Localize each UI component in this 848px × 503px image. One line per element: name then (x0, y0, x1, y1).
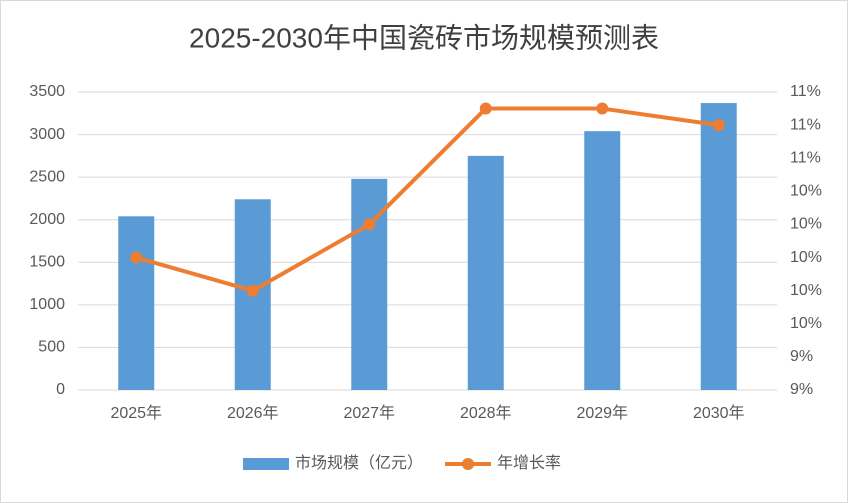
y2-tick-label: 11% (790, 116, 821, 133)
y2-tick-label: 11% (790, 149, 821, 166)
bar (467, 155, 504, 390)
line (135, 106, 720, 293)
x-tick-label: 2029年 (576, 404, 628, 422)
bar (700, 103, 737, 390)
bar (118, 216, 155, 390)
x-tick-label: 2030年 (693, 404, 745, 422)
legend-swatch (243, 458, 289, 470)
y-tick-label: 3500 (29, 83, 65, 100)
legend-label: 市场规模（亿元） (295, 454, 423, 472)
y-tick-label: 2500 (29, 168, 65, 185)
y-tick-label: 3000 (29, 126, 65, 143)
legend-label: 年增长率 (497, 454, 561, 472)
y-tick-label: 1000 (29, 296, 65, 313)
line-marker (130, 251, 143, 264)
chart-title: 2025-2030年中国瓷砖市场规模预测表 (189, 22, 659, 53)
y2-tick-label: 10% (790, 249, 822, 266)
y2-tick-label: 9% (790, 381, 813, 398)
line-marker (479, 102, 492, 115)
line-marker (363, 218, 376, 231)
y-tick-label: 0 (56, 381, 65, 398)
y2-tick-label: 10% (790, 282, 822, 299)
y-tick-label: 1500 (29, 254, 65, 271)
y-tick-label: 2000 (29, 211, 65, 228)
x-tick-label: 2028年 (460, 404, 512, 422)
x-tick-label: 2026年 (227, 404, 279, 422)
y2-tick-label: 9% (790, 348, 813, 365)
y2-tick-label: 10% (790, 315, 822, 332)
y2-tick-label: 10% (790, 183, 822, 200)
line-marker (246, 284, 259, 297)
line-marker (712, 119, 725, 132)
x-tick-label: 2027年 (343, 404, 395, 422)
x-tick-label: 2025年 (110, 404, 162, 422)
y-tick-label: 500 (38, 339, 65, 356)
legend-swatch (462, 458, 475, 470)
line-marker (596, 102, 609, 115)
y2-tick-label: 10% (790, 216, 822, 233)
bar (584, 131, 621, 390)
y2-tick-label: 11% (790, 83, 821, 100)
